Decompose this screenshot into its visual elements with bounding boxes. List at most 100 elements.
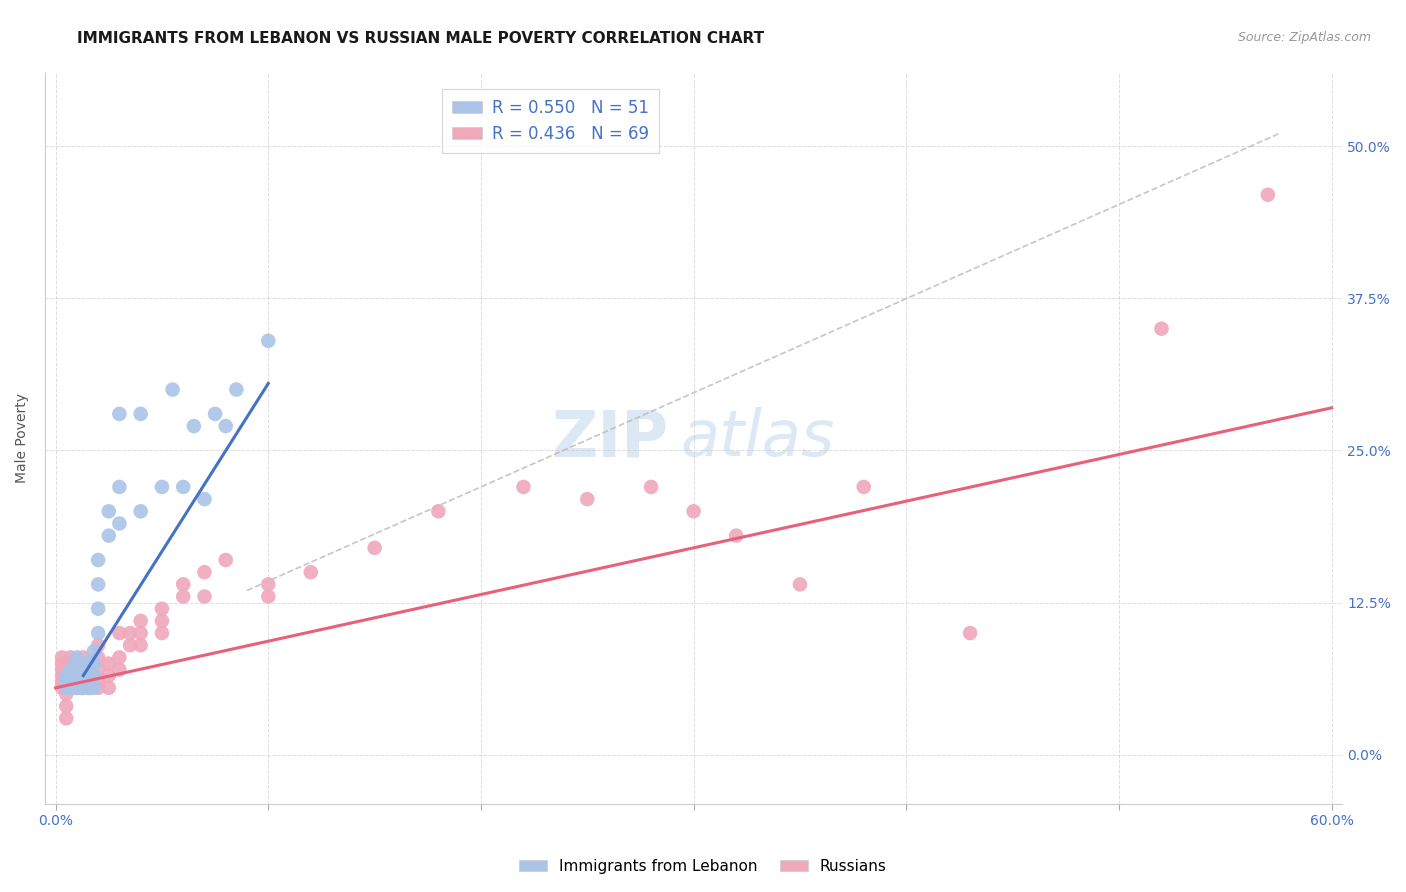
Point [257,590,280,604]
Point [87,601,110,615]
Point [79,668,101,682]
Y-axis label: Male Poverty: Male Poverty [15,393,30,483]
Point [55,681,77,695]
Point [59,650,82,665]
Point [72,657,94,671]
Point [66,668,89,682]
Point [72,668,94,682]
Point [959,626,981,640]
Point [640,480,662,494]
Point [172,480,194,494]
Point [79,657,101,671]
Point [257,577,280,591]
Point [852,480,875,494]
Point [150,626,173,640]
Point [59,674,82,689]
Point [66,657,89,671]
Point [55,687,77,701]
Point [87,577,110,591]
Point [512,480,534,494]
Point [87,638,110,652]
Point [87,650,110,665]
Point [72,681,94,695]
Point [162,383,184,397]
Point [51,668,73,682]
Point [87,626,110,640]
Point [79,681,101,695]
Point [76,657,98,671]
Point [72,668,94,682]
Point [66,650,89,665]
Point [108,663,131,677]
Point [215,419,238,434]
Point [66,674,89,689]
Point [193,565,215,579]
Point [62,674,84,689]
Point [66,668,89,682]
Point [108,626,131,640]
Point [215,553,238,567]
Point [682,504,704,518]
Point [225,383,247,397]
Point [108,480,131,494]
Point [79,681,101,695]
Point [1150,321,1173,335]
Point [51,657,73,671]
Point [76,674,98,689]
Point [66,663,89,677]
Point [97,529,120,543]
Text: IMMIGRANTS FROM LEBANON VS RUSSIAN MALE POVERTY CORRELATION CHART: IMMIGRANTS FROM LEBANON VS RUSSIAN MALE … [77,31,765,46]
Point [183,419,205,434]
Point [59,668,82,682]
Point [150,601,173,615]
Point [55,668,77,682]
Point [79,668,101,682]
Point [87,681,110,695]
Point [129,638,152,652]
Point [725,529,748,543]
Point [66,657,89,671]
Point [172,590,194,604]
Point [70,668,93,682]
Point [150,614,173,628]
Point [70,681,93,695]
Point [97,681,120,695]
Legend: R = 0.550   N = 51, R = 0.436   N = 69: R = 0.550 N = 51, R = 0.436 N = 69 [443,88,659,153]
Point [108,407,131,421]
Point [62,681,84,695]
Point [172,577,194,591]
Point [51,663,73,677]
Point [79,657,101,671]
Point [129,407,152,421]
Point [51,681,73,695]
Point [87,674,110,689]
Point [59,657,82,671]
Point [129,614,152,628]
Point [55,674,77,689]
Point [87,553,110,567]
Point [576,492,599,507]
Point [66,681,89,695]
Point [59,668,82,682]
Point [299,565,322,579]
Point [83,657,105,671]
Point [150,480,173,494]
Point [83,644,105,658]
Point [118,638,141,652]
Point [55,674,77,689]
Point [55,681,77,695]
Point [87,663,110,677]
Point [97,504,120,518]
Point [108,516,131,531]
Text: ZIP: ZIP [551,408,668,469]
Legend: Immigrants from Lebanon, Russians: Immigrants from Lebanon, Russians [513,853,893,880]
Point [55,711,77,725]
Point [59,663,82,677]
Point [59,681,82,695]
Point [257,334,280,348]
Point [66,674,89,689]
Point [76,681,98,695]
Point [83,668,105,682]
Point [193,590,215,604]
Point [51,650,73,665]
